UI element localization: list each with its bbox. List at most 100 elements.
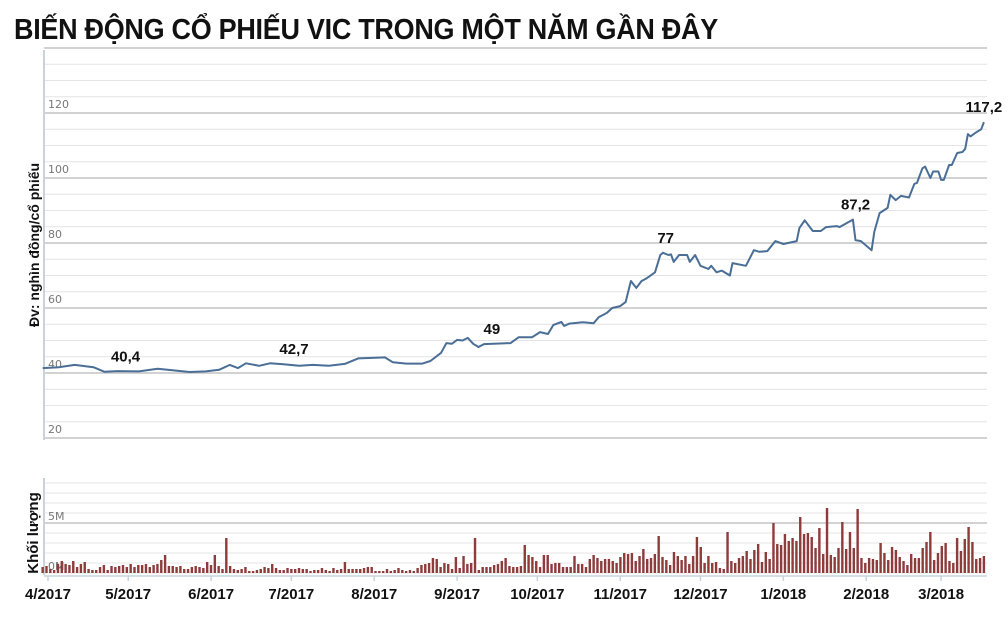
volume-bar [156,564,159,573]
volume-bar [741,556,745,573]
x-tick-label: 9/2017 [434,586,480,603]
volume-bar [190,567,194,573]
volume-bar [75,567,79,573]
volume-bar [975,559,978,573]
volume-bar [691,556,695,573]
volume-bar [695,537,699,573]
volume-bar [512,567,515,573]
x-tick-label: 11/2017 [594,586,647,603]
volume-bar [515,567,519,573]
volume-bar [251,571,255,573]
volume-bar [684,556,687,573]
volume-bar [550,564,553,573]
volume-bar [772,523,775,573]
price-gridlines [44,47,987,439]
x-tick-label: 8/2017 [351,586,397,603]
volume-bar [569,567,572,573]
volume-bar [324,570,327,573]
volume-bar [829,555,833,573]
volume-bar [577,564,580,573]
volume-bar [722,569,725,573]
volume-bar [393,570,396,573]
volume-bar [202,568,205,573]
volume-axis-label: Khối lượng [25,492,42,574]
volume-bar [293,569,297,573]
volume-bars [41,508,986,573]
volume-tick-label: 5M [48,510,65,523]
volume-bar [301,569,305,573]
volume-bar [745,551,748,573]
volume-bar [894,550,898,573]
x-tick-label: 5/2017 [105,586,151,603]
volume-bar [454,557,458,573]
volume-tick-label: 0M [48,560,65,573]
volume-bar [504,558,507,573]
volume-bar [114,567,117,573]
volume-bar [672,552,676,573]
volume-bar [255,570,259,573]
volume-bar [87,569,90,573]
volume-bar [952,563,955,573]
volume-bar [955,538,959,573]
volume-bar [588,559,592,573]
volume-bar [221,569,224,573]
volume-bar [940,546,944,573]
volume-bar [328,571,331,573]
volume-bar [787,541,790,573]
volume-bar [948,561,951,573]
volume-bar [634,561,637,573]
volume-bar [844,549,848,573]
volume-bar [726,532,729,573]
volume-bar [133,567,136,573]
volume-bar [653,554,657,573]
volume-bar [707,556,710,573]
volume-bar [355,569,358,573]
volume-bar [359,569,362,573]
volume-bar [366,567,370,573]
price-line [42,121,985,373]
volume-bar [194,566,197,573]
volume-bar [297,568,301,573]
volume-bar [91,570,94,573]
volume-bar [768,559,771,573]
volume-bar [236,570,239,573]
volume-bar [837,548,840,573]
annotation-label: 117,2 [966,99,1003,116]
price-tick-label: 20 [48,423,62,436]
volume-bar [416,568,419,573]
volume-bar [753,550,756,573]
volume-bar [592,555,595,573]
volume-bar [381,571,385,573]
volume-bar [565,567,569,573]
volume-bar [477,570,481,573]
volume-bar [209,565,213,573]
volume-bar [282,570,285,573]
volume-bar [852,548,856,573]
volume-bar [244,567,247,573]
volume-bar [140,565,144,573]
volume-bar [871,559,875,573]
volume-bar [263,567,266,573]
volume-bar [205,562,209,573]
volume-bar [917,558,921,573]
volume-bar [424,564,427,573]
volume-bar [936,553,940,573]
volume-bar [619,557,622,573]
volume-bar [336,570,339,573]
volume-bar [305,569,308,573]
volume-bar [879,543,882,573]
volume-bar [860,558,863,573]
volume-bar [397,568,400,573]
volume-bar [867,558,871,573]
price-axis-label: Đv: nghìn đồng/cổ phiếu [26,163,42,327]
volume-bar [320,568,324,573]
volume-bar [848,532,852,573]
volume-bar [389,571,393,573]
annotation-label: 42,7 [279,341,308,358]
annotation-label: 87,2 [841,197,870,214]
volume-bar [339,569,343,573]
volume-bar [313,570,316,573]
x-tick-label: 3/2018 [918,586,964,603]
volume-bar [818,528,821,573]
volume-bar [573,556,576,573]
